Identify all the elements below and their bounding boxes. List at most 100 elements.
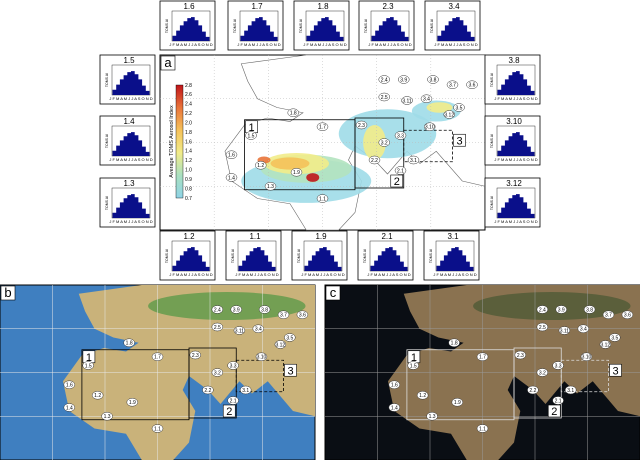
inset-title: 3.8 [508,56,520,65]
inset-title: 3.1 [447,232,459,241]
site-label: 3.10 [582,355,592,361]
site-marker [355,120,368,130]
region-box [188,347,237,419]
site-marker [558,326,571,335]
colorbar-tick-label: 2.6 [185,92,192,98]
site-marker [151,352,164,361]
site-marker [577,324,590,333]
site-label: 1.3 [104,414,111,420]
inset-title: 1.6 [183,2,195,11]
region-box [560,359,609,393]
site-label: 3.4 [423,97,430,103]
site-marker [211,305,224,314]
site-label: 3.9 [400,77,407,83]
site-label: 3.1 [567,388,574,394]
site-marker [388,403,401,412]
site-label: 2.4 [539,307,546,313]
site-label: 2.2 [204,388,211,394]
site-marker [239,385,252,395]
colorbar-tick-label: 1.4 [185,149,192,155]
inset-months: J F M A M J J A S O N D [434,42,477,47]
site-label: 3.5 [286,335,293,341]
site-marker [123,338,135,347]
inset-months: J F M A M J J A S O N D [169,272,212,277]
site-label: 1.1 [479,426,486,432]
region-box [513,347,562,419]
site-label: 1.5 [410,363,417,369]
inset-months: J F M A M J J A S O N D [367,272,410,277]
site-marker [621,310,634,319]
site-label: 2.5 [539,325,546,331]
inset-title: 1.3 [123,179,135,188]
inset-y-label: TOMS AI [105,73,109,87]
inset-y-label: TOMS AI [299,19,303,33]
site-label: 1.7 [154,355,161,361]
site-marker [599,340,612,349]
site-marker [287,108,299,117]
region-label: 2 [394,176,400,188]
site-marker [416,391,429,400]
inset-title: 2.1 [381,232,393,241]
inset-months: J F M A M J J A S O N D [237,42,280,47]
site-label: 1.1 [319,196,326,202]
site-label: 3.11 [402,98,412,104]
site-marker [426,412,438,421]
site-label: 1.2 [94,393,101,399]
site-marker [514,350,527,360]
site-label: 1.8 [290,111,297,117]
site-label: 1.4 [391,405,398,411]
site-marker [91,391,104,400]
site-marker [233,326,246,335]
site-marker [277,310,290,319]
site-marker [448,338,460,347]
site-label: 3.6 [624,313,631,319]
panel-label-box [0,285,16,301]
inset-y-label: TOMS AI [363,249,367,263]
site-label: 1.9 [454,400,461,406]
site-label: 3.8 [430,77,437,83]
site-label: 1.3 [267,184,274,190]
colorbar [175,84,184,199]
colorbar-tick-label: 2.4 [185,102,192,108]
site-label: 2.2 [529,388,536,394]
site-label: 3.10 [425,125,435,131]
site-marker [126,398,139,407]
site-label: 1.2 [257,163,264,169]
inset-months: J F M A M J J A S O N D [109,157,152,162]
region-label-box [453,133,466,147]
site-marker [82,361,94,370]
panel-label: c [330,285,337,300]
aerosol-field [363,125,386,160]
site-marker [189,350,202,360]
site-label: 2.3 [192,353,199,359]
colorbar-tick-label: 2.0 [185,120,192,126]
site-marker [316,122,329,131]
site-label: 1.6 [228,153,235,159]
colorbar-tick-label: 0.7 [185,196,192,202]
site-label: 3.11 [560,328,570,334]
inset-title: 1.9 [315,232,327,241]
inset-months: J F M A M J J A S O N D [303,42,346,47]
region-label: 1 [248,122,254,134]
inset-title: 3.12 [506,179,522,188]
aerosol-field [426,102,453,113]
region-label: 3 [612,365,618,377]
panel-label: a [164,55,172,70]
inset-y-label: TOMS AI [490,134,494,148]
site-label: 1.8 [451,341,458,347]
inset-months: J F M A M J J A S O N D [301,272,344,277]
site-marker [202,385,214,395]
site-label: 1.3 [429,414,436,420]
panel-label-box [160,55,176,71]
site-marker [225,173,238,182]
site-label: 3.6 [469,83,476,89]
site-label: 3.4 [580,327,587,333]
site-label: 3.11 [235,328,245,334]
inset-title: 1.1 [249,232,261,241]
site-label: 3.10 [257,355,267,361]
site-marker [230,305,242,314]
site-label: 3.3 [555,363,562,369]
site-marker [63,403,76,412]
inset-y-label: TOMS AI [429,249,433,263]
site-label: 1.5 [248,133,255,139]
